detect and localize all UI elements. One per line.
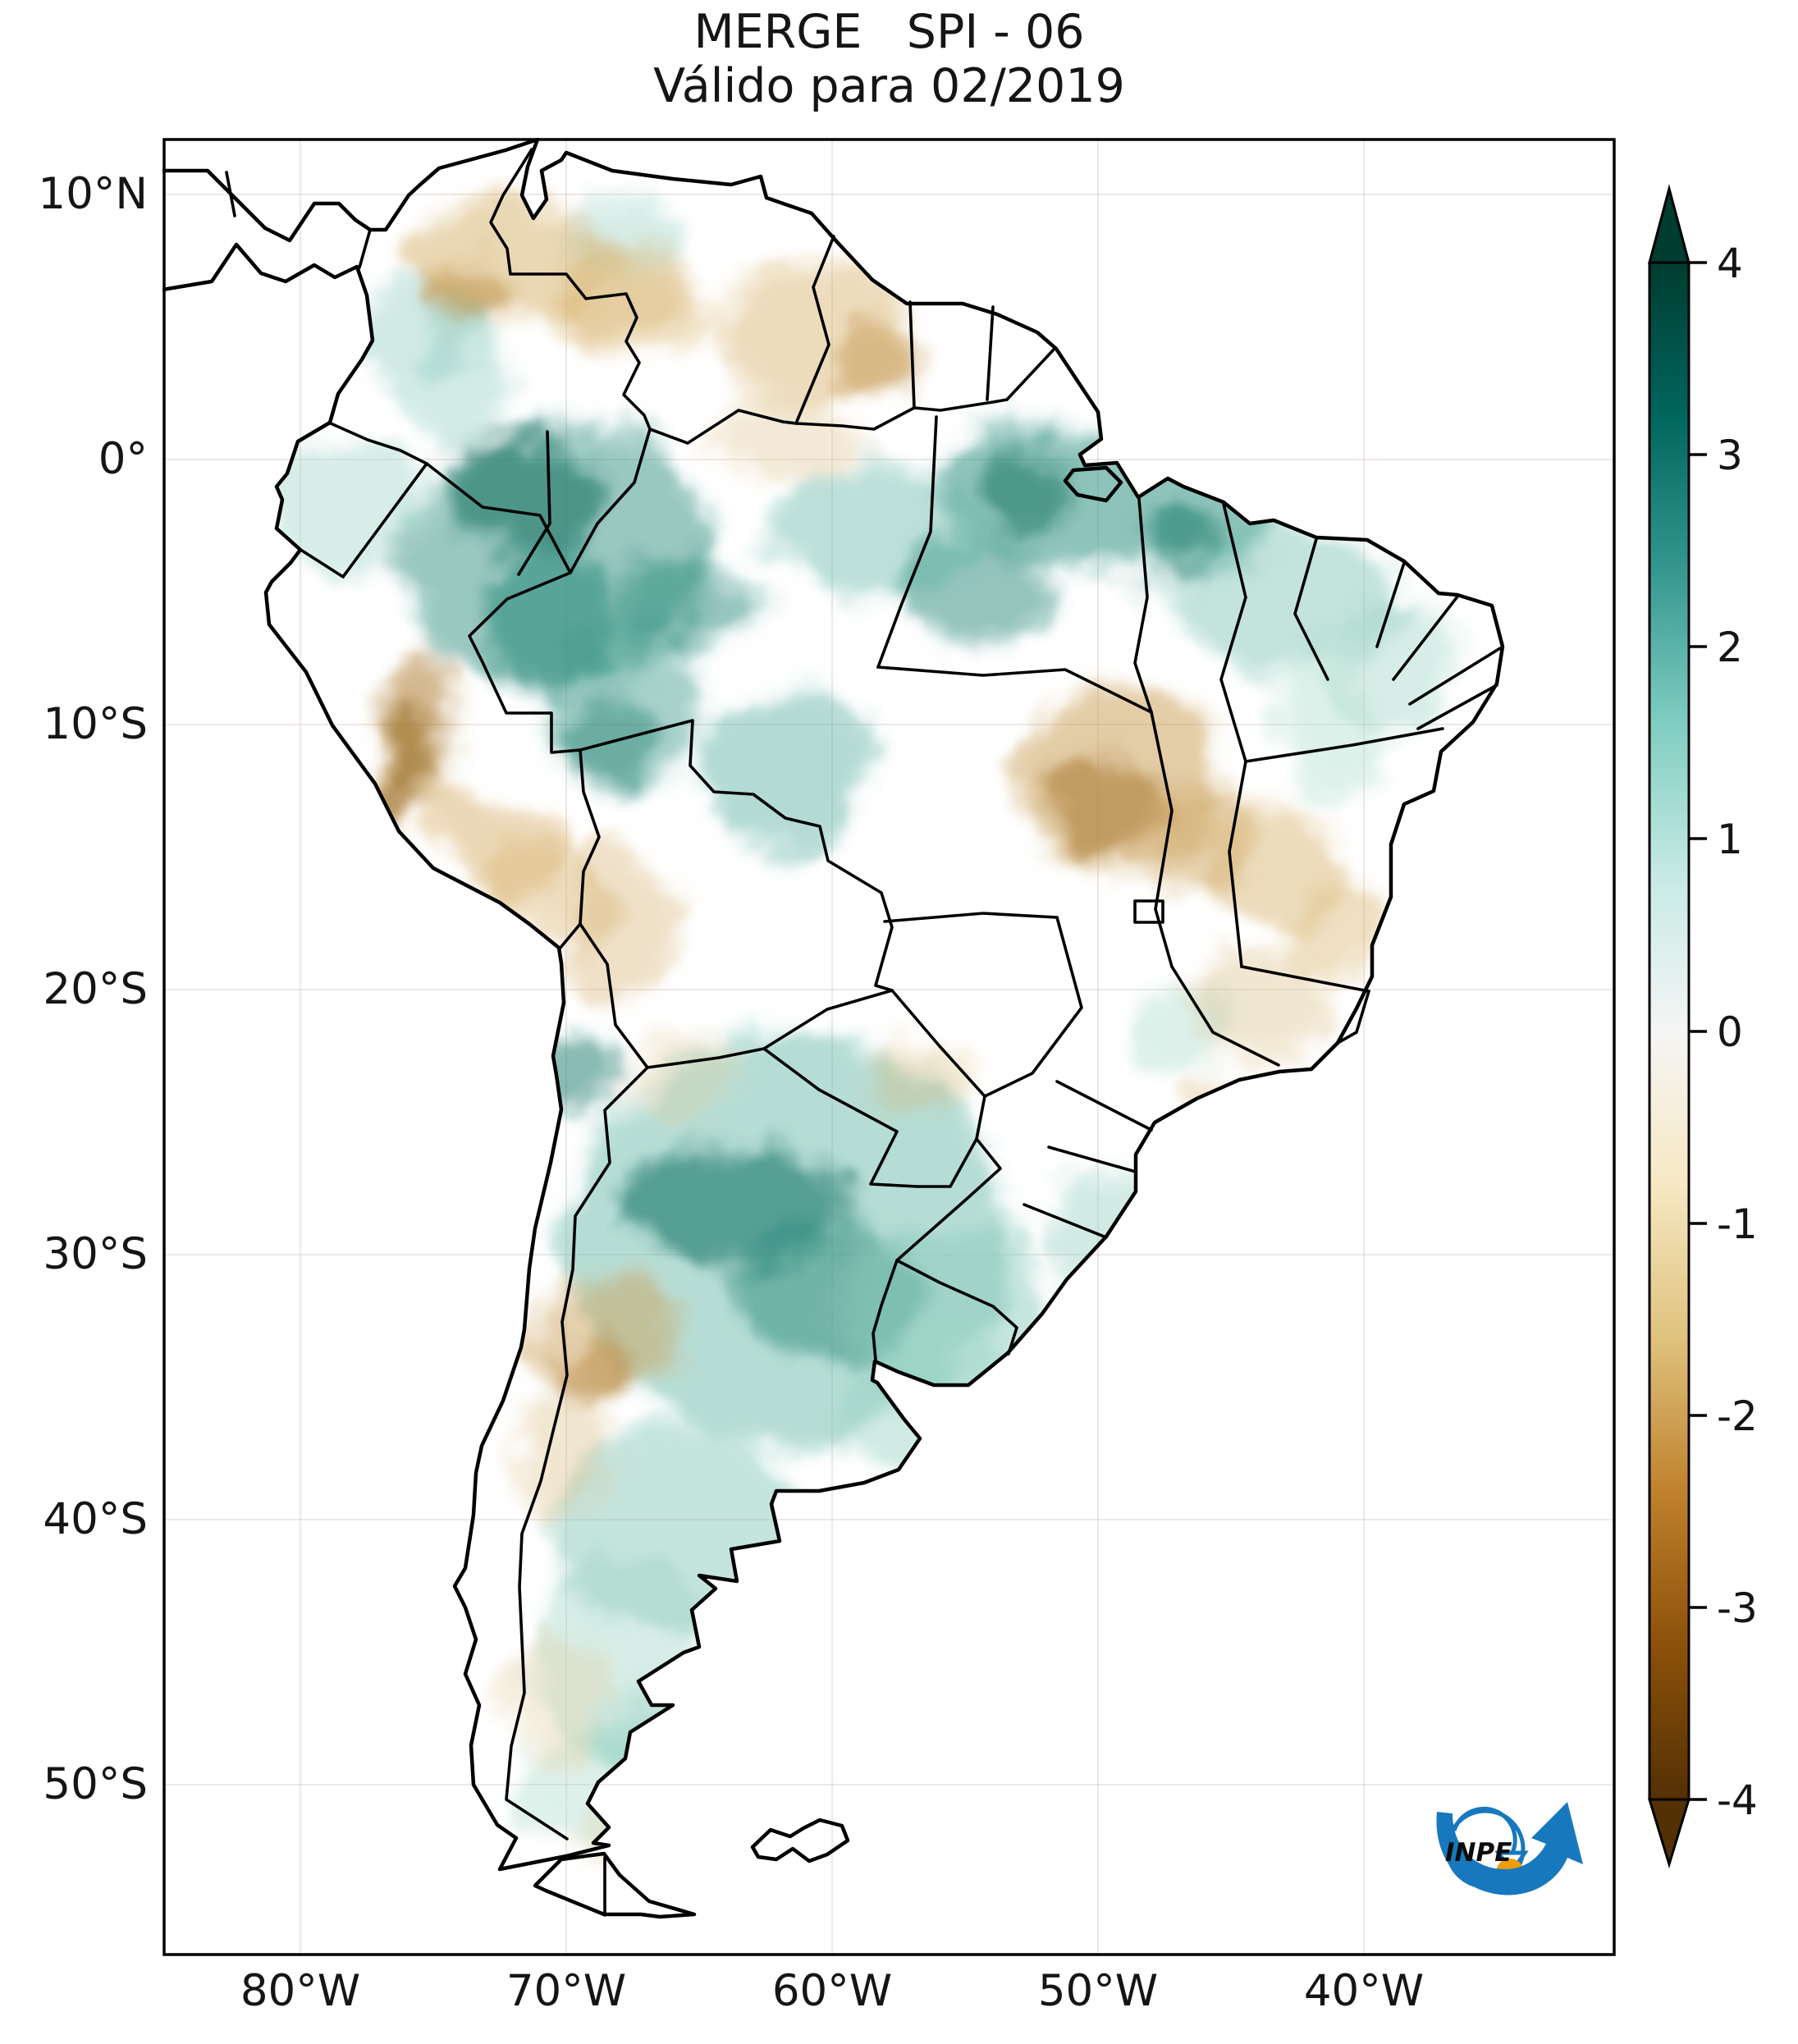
colorbar-tick-label: -2 bbox=[1717, 1392, 1758, 1440]
colorbar-tick-marks bbox=[1689, 261, 1707, 1801]
lat-tick-label: 0° bbox=[98, 434, 148, 484]
colorbar-tick-label: 3 bbox=[1717, 432, 1743, 479]
colorbar-extend-top bbox=[1648, 184, 1690, 264]
falkland-islands bbox=[750, 1818, 850, 1863]
map-canvas: INPE bbox=[160, 137, 1616, 1956]
colorbar-tick-label: 4 bbox=[1717, 240, 1743, 287]
colorbar-tick-label: 2 bbox=[1717, 624, 1743, 671]
colorbar-tick-label: 1 bbox=[1717, 816, 1743, 863]
spi-anomaly-field bbox=[273, 199, 1447, 1873]
lat-tick-label: 10°S bbox=[43, 699, 148, 749]
lon-tick-label: 70°W bbox=[506, 1966, 627, 2016]
colorbar-tick-label: -3 bbox=[1717, 1584, 1758, 1632]
inpe-logo-up-arrow-icon bbox=[1436, 1802, 1583, 1895]
lat-tick-label: 30°S bbox=[43, 1229, 148, 1279]
lat-tick-label: 40°S bbox=[43, 1494, 148, 1544]
figure-subtitle: Válido para 02/2019 bbox=[653, 59, 1125, 113]
lon-tick-label: 80°W bbox=[240, 1966, 361, 2016]
lon-tick-label: 50°W bbox=[1037, 1966, 1159, 2016]
graticule-grid bbox=[162, 138, 1616, 1956]
inpe-logo: INPE bbox=[1436, 1802, 1583, 1895]
colorbar-tick-label: -4 bbox=[1717, 1776, 1758, 1824]
lat-tick-label: 20°S bbox=[43, 964, 148, 1014]
map-panel: INPE bbox=[160, 137, 1616, 1956]
lat-tick-label: 50°S bbox=[43, 1759, 148, 1809]
colorbar-tick-label: 0 bbox=[1717, 1008, 1743, 1056]
map-frame bbox=[162, 138, 1616, 1956]
lon-tick-label: 40°W bbox=[1303, 1966, 1425, 2016]
lat-tick-label: 10°N bbox=[38, 169, 148, 219]
figure-header: MERGE SPI - 06 Válido para 02/2019 bbox=[162, 5, 1616, 113]
inpe-logo-swirl-icon bbox=[1452, 1806, 1517, 1861]
colorbar-tick-label: -1 bbox=[1717, 1200, 1758, 1248]
tierra-del-fuego-island bbox=[533, 1851, 697, 1919]
colorbar-canvas: 4 3 2 1 0 -1 -2 -3 -4 bbox=[1647, 184, 1758, 1869]
lon-tick-label: 60°W bbox=[771, 1966, 893, 2016]
political-borders bbox=[225, 148, 1502, 1917]
colorbar-gradient-bar bbox=[1648, 261, 1690, 1801]
colorbar-extend-bottom bbox=[1647, 1798, 1691, 1869]
coastline bbox=[160, 137, 1505, 1919]
figure-title: MERGE SPI - 06 bbox=[693, 5, 1085, 59]
inpe-logo-text: INPE bbox=[1445, 1838, 1512, 1868]
colorbar-panel: 4 3 2 1 0 -1 -2 -3 -4 bbox=[1641, 171, 1798, 1902]
distrito-federal-border bbox=[1133, 899, 1164, 924]
marajo-island bbox=[1063, 465, 1123, 503]
